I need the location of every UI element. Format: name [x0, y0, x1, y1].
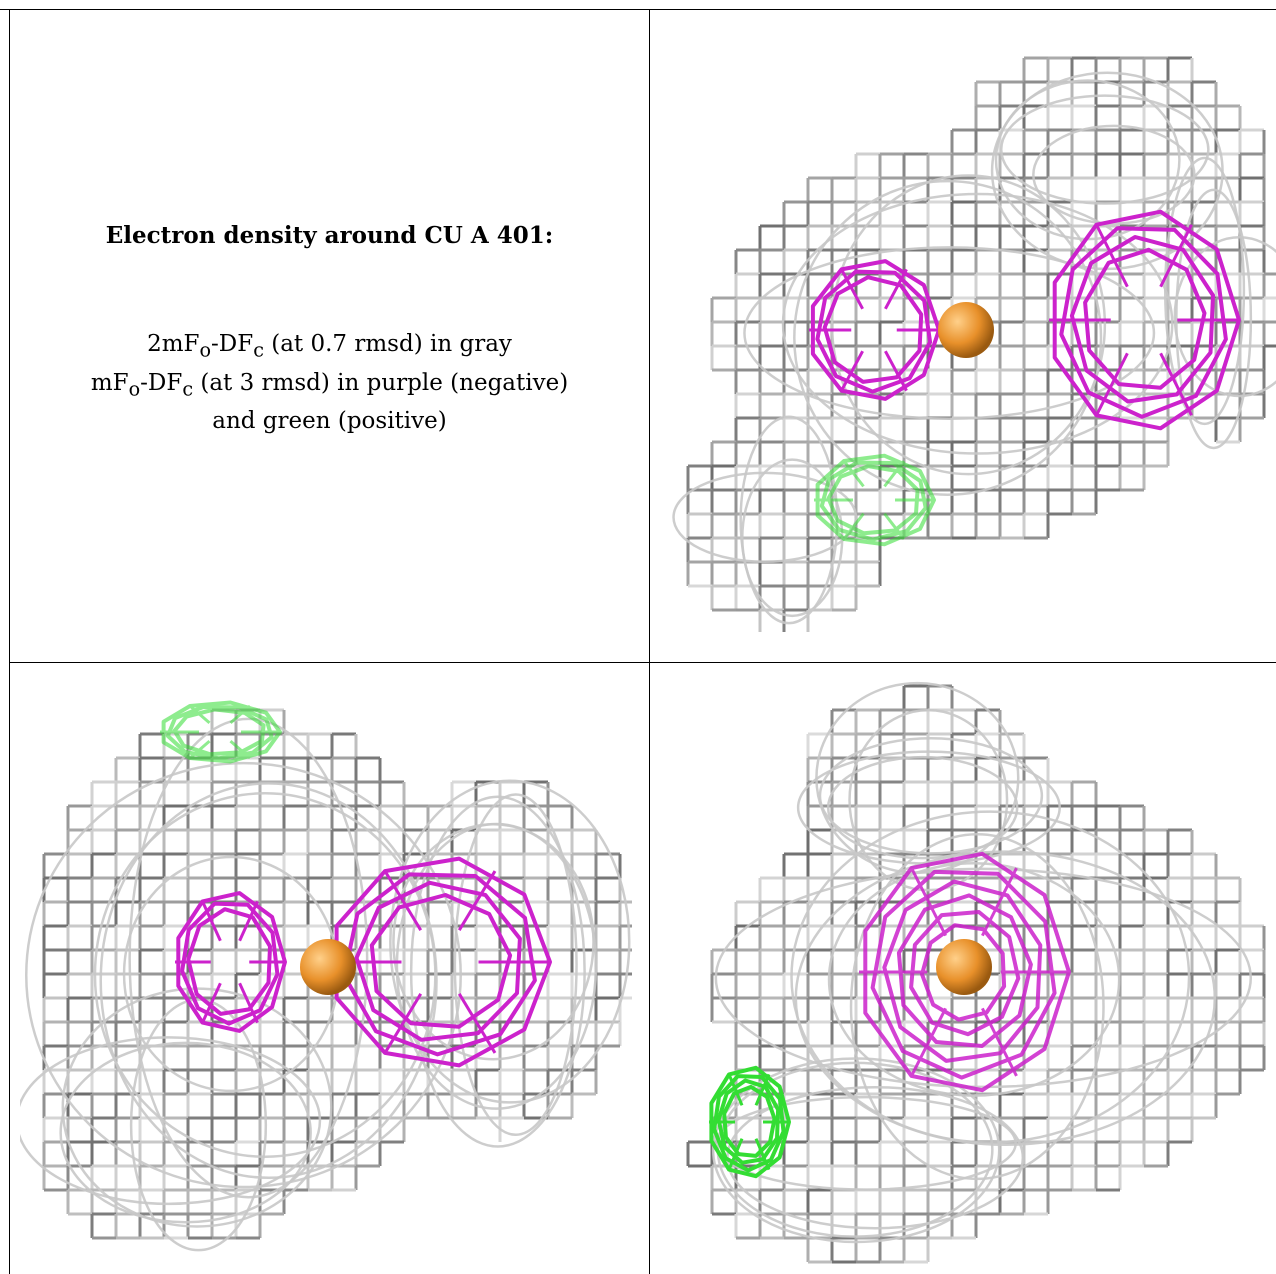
density-map-svg [686, 681, 1266, 1264]
mesh-2fofc [686, 681, 1266, 1264]
copper-atom [936, 939, 992, 995]
mesh-2fofc [20, 708, 632, 1252]
divider-left [9, 9, 10, 1274]
legend-line-fofc: mFo-DFc (at 3 rmsd) in purple (negative) [90, 369, 569, 401]
density-view-bottom-right [664, 662, 1276, 1274]
legend-line-2fofc: 2mFo-DFc (at 0.7 rmsd) in gray [147, 331, 512, 362]
divider-vertical [649, 9, 650, 1274]
positive-density-cage [814, 453, 936, 547]
copper-atom [938, 302, 994, 358]
negative-density-cage [809, 259, 941, 401]
positive-density-cage [160, 700, 282, 764]
density-view-top-right [664, 10, 1276, 632]
density-map-svg [20, 700, 632, 1252]
density-view-bottom-left [20, 662, 632, 1274]
caption-legend: 2mFo-DFc (at 0.7 rmsd) in gray mFo-DFc (… [10, 328, 649, 438]
density-map-svg [672, 56, 1276, 632]
copper-atom [300, 939, 356, 995]
positive-density-cage [709, 1065, 791, 1179]
negative-density-cage [1049, 209, 1241, 431]
divider-horizontal [9, 662, 1276, 663]
caption-panel: Electron density around CU A 401: 2mFo-D… [10, 10, 649, 662]
caption-title: Electron density around CU A 401: [105, 222, 554, 249]
negative-density-cage [175, 891, 287, 1033]
negative-density-cage [859, 851, 1071, 1093]
divider-top [0, 9, 1276, 10]
legend-line-positive: and green (positive) [212, 408, 447, 435]
